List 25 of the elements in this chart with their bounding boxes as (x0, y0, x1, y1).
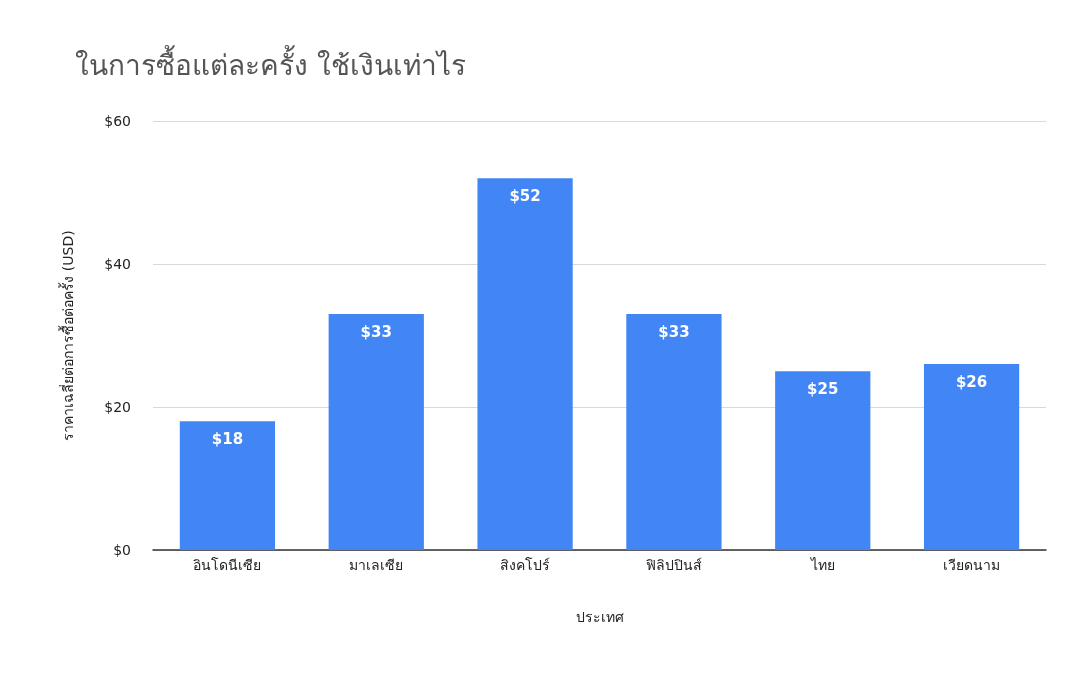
x-tick-label: ไทย (809, 557, 835, 573)
chart-title: ในการซื้อแต่ละครั้ง ใช้เงินเท่าไร (75, 44, 466, 82)
x-tick-label: สิงคโปร์ (500, 557, 551, 573)
y-tick-label: $0 (113, 542, 131, 558)
y-tick-label: $60 (104, 113, 131, 129)
data-label: $26 (955, 372, 988, 391)
x-tick-label: เวียดนาม (943, 557, 1001, 573)
x-tick-label: อินโดนีเซีย (193, 557, 262, 573)
bar (477, 178, 573, 550)
data-label: $33 (658, 322, 690, 341)
bar (923, 364, 1020, 550)
x-tick-label: ฟิลิปปินส์ (645, 557, 702, 573)
x-axis-title: ประเทศ (575, 609, 624, 625)
y-tick-label: $40 (104, 256, 131, 272)
data-label: $18 (211, 429, 244, 448)
bar (775, 371, 871, 550)
y-axis-title: ราคาเฉลี่ยต่อการซื้อต่อครั้ง (USD) (58, 230, 76, 441)
bar (626, 314, 722, 550)
x-tick-label: มาเลเซีย (349, 557, 404, 573)
bar (179, 421, 276, 550)
data-label: $25 (807, 379, 839, 398)
y-tick-label: $20 (104, 399, 131, 415)
data-label: $33 (360, 322, 392, 341)
data-label: $52 (509, 186, 541, 205)
bar (328, 314, 424, 550)
